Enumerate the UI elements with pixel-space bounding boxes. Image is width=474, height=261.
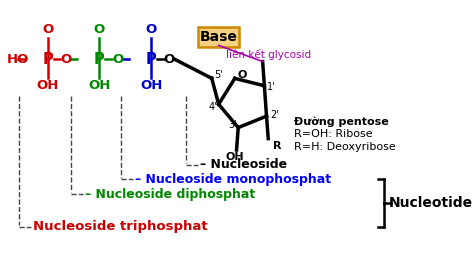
Text: 2': 2' <box>270 110 279 120</box>
Text: O: O <box>60 53 71 66</box>
Text: – Nucleoside monophosphat: – Nucleoside monophosphat <box>135 173 331 186</box>
Text: – Nucleoside diphosphat: – Nucleoside diphosphat <box>85 187 255 200</box>
Text: O: O <box>146 23 157 36</box>
Text: 1': 1' <box>267 82 275 92</box>
Text: OH: OH <box>36 79 59 92</box>
Text: Nucleoside triphosphat: Nucleoside triphosphat <box>33 220 208 233</box>
Text: OH: OH <box>140 79 163 92</box>
Text: R: R <box>273 140 282 151</box>
Text: P: P <box>42 52 53 67</box>
Text: Đường pentose: Đường pentose <box>294 116 389 127</box>
Text: Nucleotide: Nucleotide <box>389 196 473 210</box>
Text: O: O <box>237 70 247 80</box>
FancyBboxPatch shape <box>198 27 239 47</box>
Text: O: O <box>112 53 123 66</box>
Text: Base: Base <box>200 30 237 44</box>
Text: R=OH: Ribose: R=OH: Ribose <box>294 129 373 139</box>
Text: 4': 4' <box>208 102 217 112</box>
Text: P: P <box>146 52 156 67</box>
Text: HO: HO <box>7 53 29 66</box>
Text: liên kết glycosid: liên kết glycosid <box>226 49 310 60</box>
Text: P: P <box>94 52 105 67</box>
Text: 3': 3' <box>228 120 237 130</box>
Text: OH: OH <box>226 152 244 162</box>
Text: R=H: Deoxyribose: R=H: Deoxyribose <box>294 142 395 152</box>
Text: O: O <box>94 23 105 36</box>
Text: – Nucleoside: – Nucleoside <box>200 158 287 171</box>
Text: O: O <box>164 53 175 66</box>
Text: 5': 5' <box>214 70 223 80</box>
Text: OH: OH <box>88 79 110 92</box>
Text: O: O <box>42 23 53 36</box>
